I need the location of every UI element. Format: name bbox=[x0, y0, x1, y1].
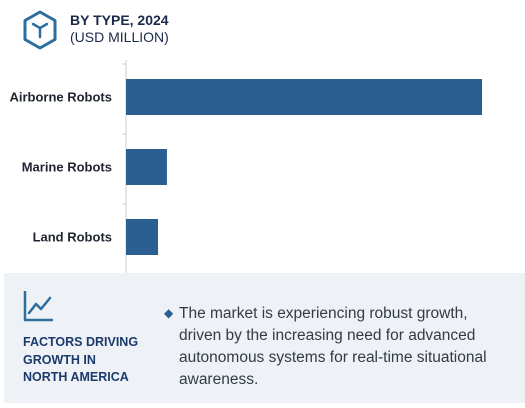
bar-airborne-robots bbox=[126, 79, 482, 115]
factors-title-line: GROWTH IN bbox=[23, 352, 96, 367]
factors-title-line: NORTH AMERICA bbox=[23, 370, 129, 384]
bar-land-robots bbox=[126, 219, 159, 255]
line-chart-icon bbox=[23, 291, 53, 322]
factors-title: FACTORS DRIVING GROWTH IN NORTH AMERICA bbox=[23, 334, 153, 387]
diamond-bullet-icon: ◆ bbox=[164, 306, 174, 320]
factors-text-line: The market is experiencing robust growth… bbox=[179, 305, 468, 322]
category-label: Land Robots bbox=[33, 230, 112, 245]
factors-text: The market is experiencing robust growth… bbox=[179, 303, 519, 391]
bar-chart: Airborne Robots Marine Robots Land Robots bbox=[9, 60, 482, 273]
factors-text-line: driven by the increasing need for advanc… bbox=[179, 327, 476, 344]
chart-subtitle: (USD MILLION) bbox=[70, 29, 169, 45]
factors-text-line: autonomous systems for real-time situati… bbox=[179, 349, 487, 366]
factors-panel: FACTORS DRIVING GROWTH IN NORTH AMERICA … bbox=[4, 273, 525, 403]
chart-title: BY TYPE, 2024 bbox=[70, 12, 169, 28]
category-label: Marine Robots bbox=[22, 160, 112, 175]
factors-title-line: FACTORS DRIVING bbox=[23, 335, 139, 349]
category-label: Airborne Robots bbox=[9, 90, 112, 105]
bar-marine-robots bbox=[126, 149, 167, 185]
factors-text-line: awareness. bbox=[179, 371, 259, 388]
hexagon-cube-icon bbox=[23, 10, 57, 50]
